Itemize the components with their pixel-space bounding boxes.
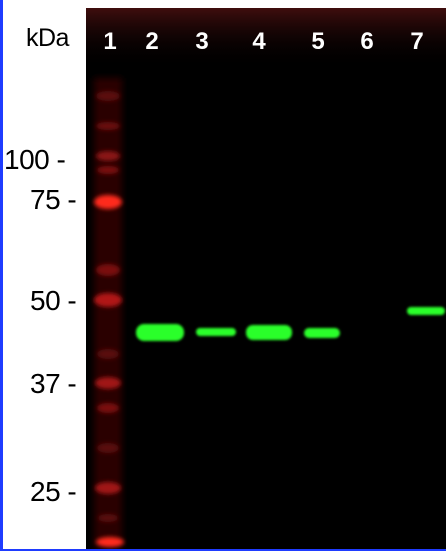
ladder-band <box>97 349 119 359</box>
ladder-band <box>96 537 124 547</box>
ladder-band <box>98 514 118 522</box>
band-lane-3 <box>196 328 236 336</box>
sample-bands <box>136 307 445 341</box>
ladder-band <box>96 122 120 130</box>
lane-number-3: 3 <box>195 28 209 55</box>
left-border <box>0 0 3 551</box>
marker-label-25: 25 - <box>30 476 77 507</box>
ladder-band <box>96 264 120 276</box>
marker-label-37: 37 - <box>30 368 77 399</box>
band-lane-5 <box>304 328 340 338</box>
marker-label-50: 50 - <box>30 285 77 316</box>
lane-number-4: 4 <box>252 28 266 55</box>
western-blot-image <box>86 8 446 549</box>
blot-canvas <box>86 8 446 549</box>
lane-number-1: 1 <box>103 28 117 55</box>
marker-label-75: 75 - <box>30 184 77 215</box>
ladder-band-100 <box>96 151 120 161</box>
lane-number-5: 5 <box>311 28 325 55</box>
band-lane-2 <box>136 324 184 341</box>
blot-background <box>86 8 446 549</box>
ladder-band-25 <box>95 482 121 494</box>
lane-number-7: 7 <box>410 28 424 55</box>
marker-label-100: 100 - <box>4 144 66 175</box>
ladder-band <box>97 443 119 453</box>
ladder-band <box>96 91 120 101</box>
ladder-band-75 <box>94 195 122 209</box>
lane-number-6: 6 <box>360 28 374 55</box>
lane-number-2: 2 <box>145 28 159 55</box>
ladder-lane <box>94 78 124 548</box>
ladder-band <box>97 166 119 174</box>
ladder-smear <box>94 78 122 548</box>
band-lane-4 <box>246 325 292 340</box>
unit-label: kDa <box>26 24 69 52</box>
ladder-band-50 <box>94 293 122 307</box>
top-haze <box>86 8 446 68</box>
ladder-band <box>97 403 119 413</box>
bottom-border <box>0 549 446 551</box>
ladder-band-37 <box>95 377 121 389</box>
band-lane-7 <box>407 307 445 315</box>
